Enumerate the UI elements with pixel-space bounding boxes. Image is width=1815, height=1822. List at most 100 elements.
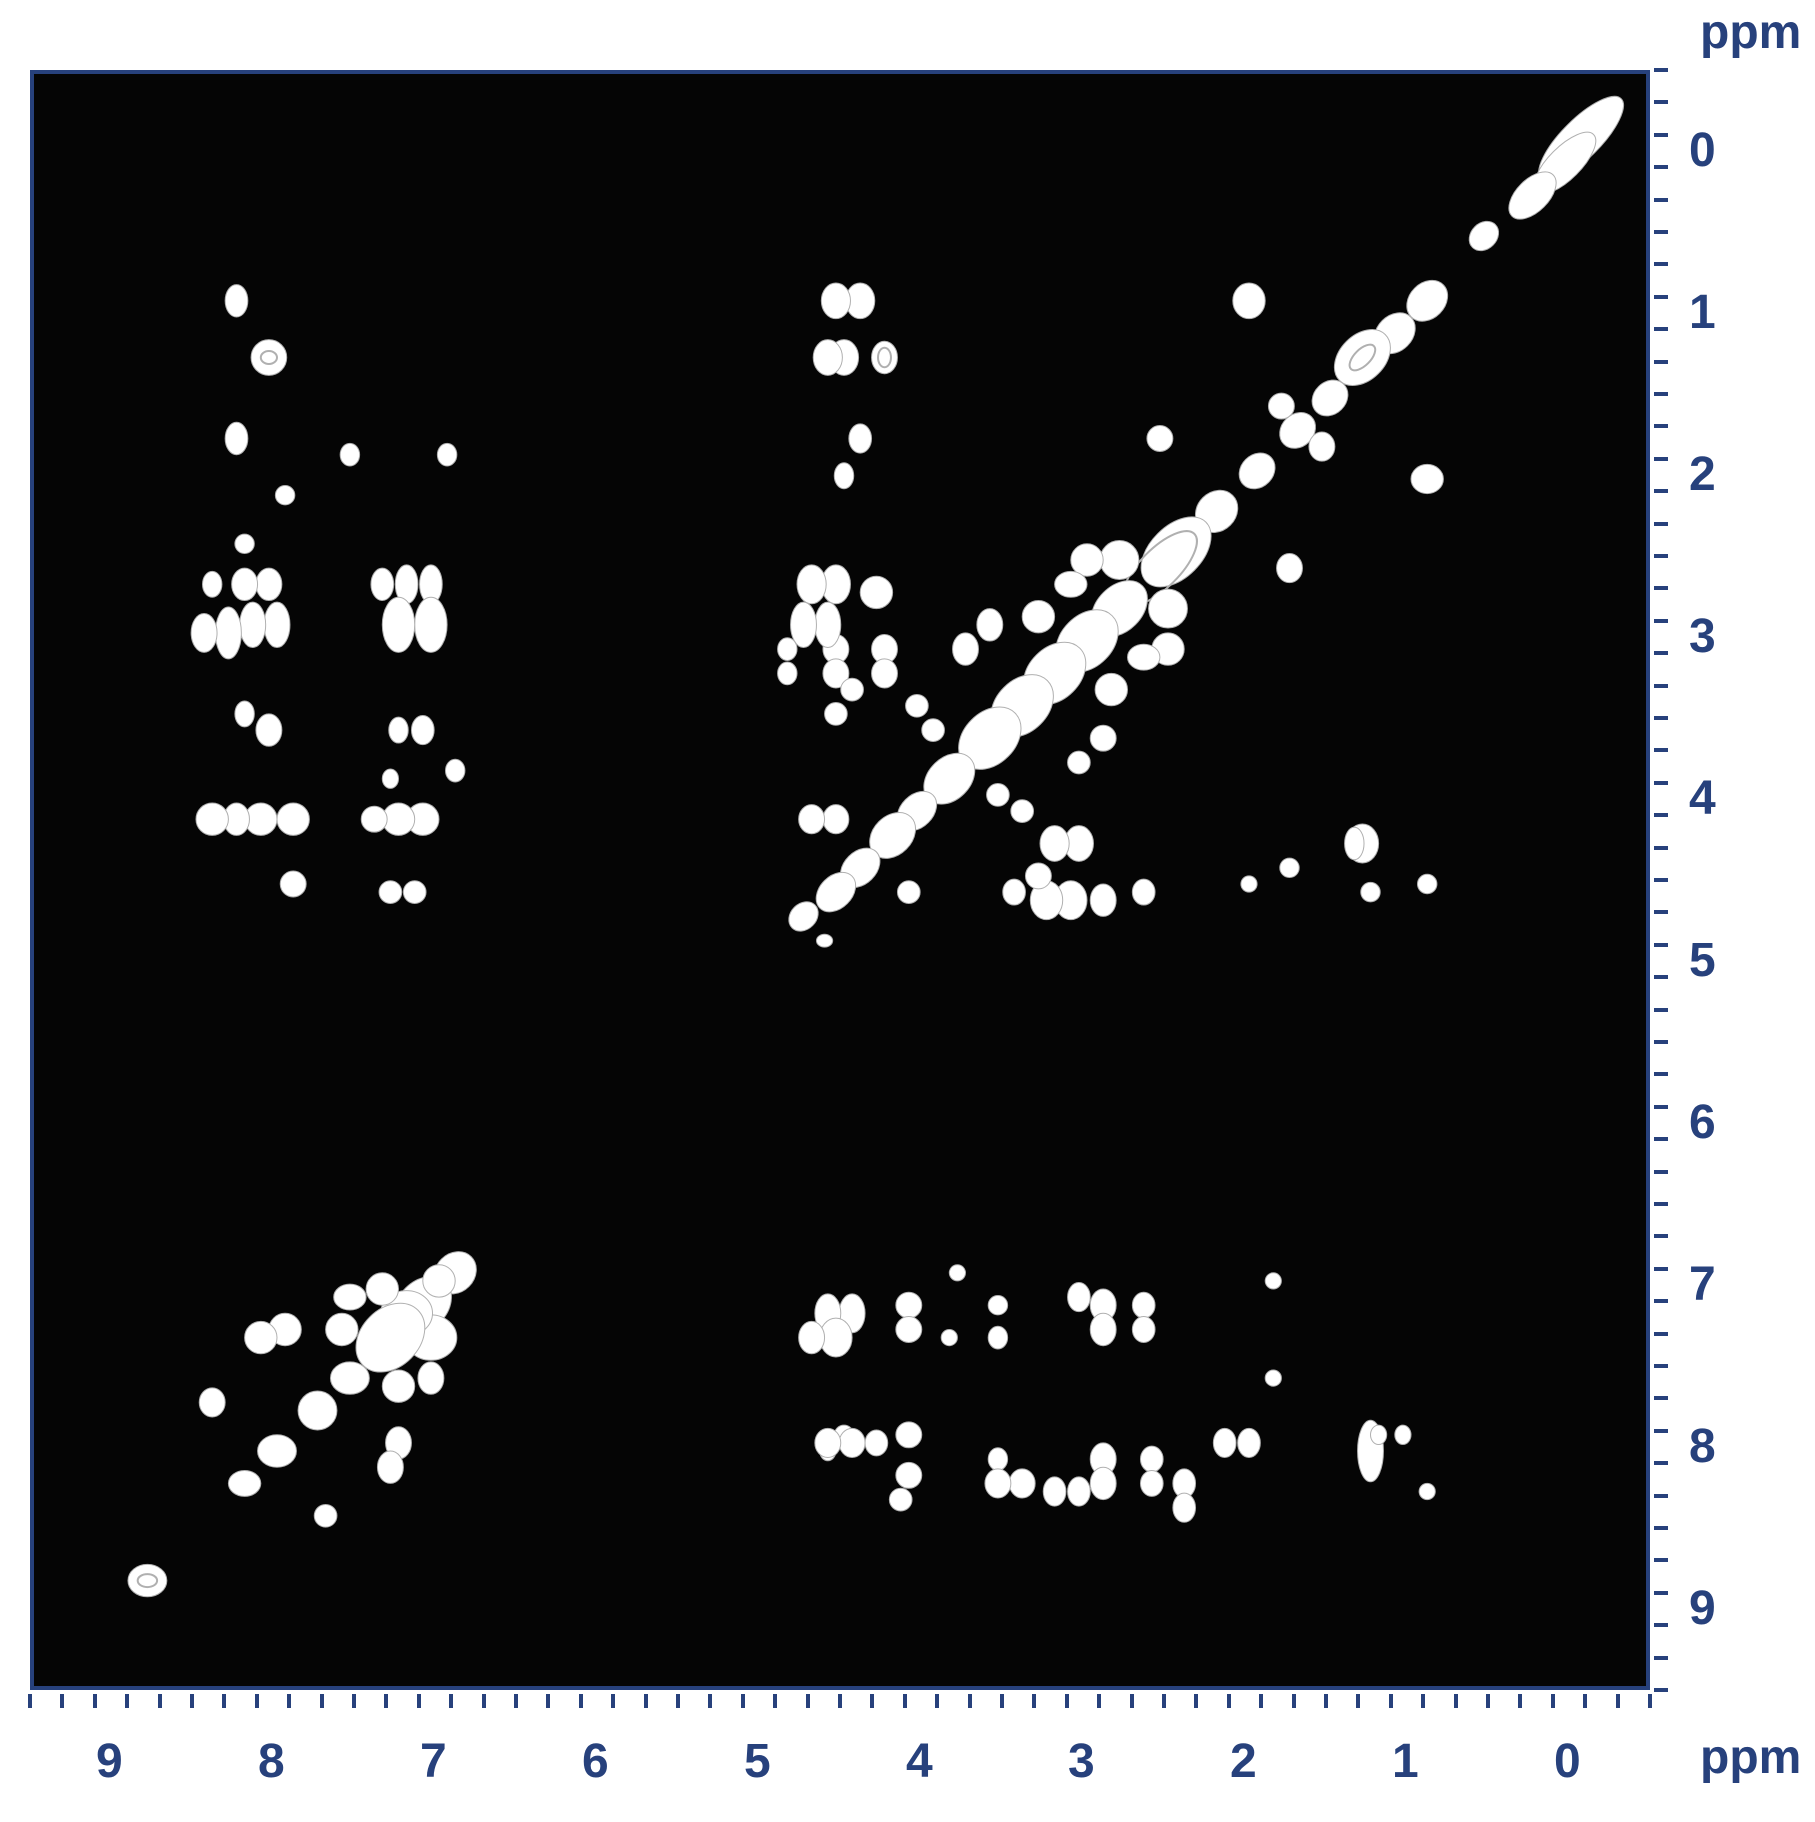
y-tick-label: 3 xyxy=(1689,609,1716,664)
x-tick-minor xyxy=(514,1694,518,1708)
peak xyxy=(815,602,841,647)
peak xyxy=(1238,1428,1261,1457)
y-tick-label: 7 xyxy=(1689,1257,1716,1312)
peak xyxy=(1009,1469,1035,1498)
x-tick-minor xyxy=(1648,1694,1652,1708)
peak xyxy=(256,714,282,746)
x-tick-minor xyxy=(1032,1694,1036,1708)
y-axis-unit-top: ppm xyxy=(1700,5,1801,60)
peak xyxy=(860,576,892,608)
peak xyxy=(330,1362,369,1394)
peak xyxy=(1090,1313,1116,1345)
y-tick-minor xyxy=(1654,748,1668,752)
x-tick-label: 7 xyxy=(420,1734,447,1789)
x-tick-minor xyxy=(28,1694,32,1708)
peak xyxy=(778,662,797,685)
x-tick-minor xyxy=(676,1694,680,1708)
peak xyxy=(1025,863,1051,889)
y-tick-minor xyxy=(1654,878,1668,882)
peak xyxy=(1417,874,1436,893)
peak xyxy=(1132,1317,1155,1343)
peak xyxy=(834,463,853,489)
x-tick-minor xyxy=(1194,1694,1198,1708)
x-tick-minor xyxy=(255,1694,259,1708)
x-tick-minor xyxy=(1486,1694,1490,1708)
peak xyxy=(1132,879,1155,905)
peak xyxy=(264,602,290,647)
peak xyxy=(815,1428,841,1457)
peak xyxy=(896,1462,922,1488)
y-tick-label: 5 xyxy=(1689,933,1716,988)
y-tick-minor xyxy=(1654,1558,1668,1562)
x-tick-minor xyxy=(352,1694,356,1708)
y-tick-label: 9 xyxy=(1689,1581,1716,1636)
x-tick-minor xyxy=(190,1694,194,1708)
peak xyxy=(403,881,426,904)
x-tick-minor xyxy=(482,1694,486,1708)
y-tick-minor xyxy=(1654,1656,1668,1660)
peak xyxy=(326,1313,358,1345)
y-tick-minor xyxy=(1654,133,1668,137)
peak xyxy=(896,1292,922,1318)
x-tick-minor xyxy=(935,1694,939,1708)
peaks-svg xyxy=(34,74,1654,1694)
peak xyxy=(1149,589,1188,628)
peak xyxy=(1140,1470,1163,1496)
peak xyxy=(256,568,282,600)
peak xyxy=(334,1284,366,1310)
peak xyxy=(825,703,848,726)
peak xyxy=(423,1265,455,1297)
y-tick-label: 4 xyxy=(1689,771,1716,826)
x-tick-minor xyxy=(1454,1694,1458,1708)
y-tick-minor xyxy=(1654,1429,1668,1433)
peak xyxy=(1411,464,1443,493)
y-tick-minor xyxy=(1654,651,1668,655)
y-tick-minor xyxy=(1654,1332,1668,1336)
x-tick-minor xyxy=(1389,1694,1393,1708)
x-tick-label: 1 xyxy=(1392,1734,1419,1789)
peak xyxy=(1265,1370,1281,1386)
peak xyxy=(922,719,945,742)
peak xyxy=(988,1295,1007,1314)
peak xyxy=(1265,1273,1281,1289)
peak xyxy=(228,1470,260,1496)
peak xyxy=(196,803,228,835)
peak xyxy=(1280,858,1299,877)
peak xyxy=(340,443,359,466)
x-tick-label: 4 xyxy=(906,1734,933,1789)
peak xyxy=(128,1564,167,1596)
x-tick-minor xyxy=(546,1694,550,1708)
peak xyxy=(1232,446,1282,496)
peak xyxy=(1043,1477,1066,1506)
y-tick-label: 2 xyxy=(1689,447,1716,502)
y-tick-minor xyxy=(1654,1072,1668,1076)
x-tick-minor xyxy=(1065,1694,1069,1708)
peak xyxy=(418,1362,444,1394)
y-tick-minor xyxy=(1654,1137,1668,1141)
peak xyxy=(1068,751,1091,774)
peak xyxy=(298,1391,337,1430)
peak xyxy=(1068,1283,1091,1312)
peak xyxy=(379,881,402,904)
x-tick-minor xyxy=(320,1694,324,1708)
peak xyxy=(896,1317,922,1343)
peak xyxy=(275,485,294,504)
peak xyxy=(797,565,826,604)
y-tick-minor xyxy=(1654,522,1668,526)
peak xyxy=(1068,1477,1091,1506)
peak xyxy=(1419,1483,1435,1499)
plot-area xyxy=(30,70,1650,1690)
y-tick-minor xyxy=(1654,846,1668,850)
x-tick-minor xyxy=(870,1694,874,1708)
peak xyxy=(377,1451,403,1483)
peak xyxy=(277,803,309,835)
peak xyxy=(1309,432,1335,461)
y-tick-minor xyxy=(1654,943,1668,947)
x-tick-label: 5 xyxy=(744,1734,771,1789)
peak xyxy=(896,1422,922,1448)
y-tick-label: 6 xyxy=(1689,1095,1716,1150)
peak xyxy=(366,1273,398,1305)
y-tick-minor xyxy=(1654,327,1668,331)
x-tick-minor xyxy=(903,1694,907,1708)
peak xyxy=(382,769,398,788)
